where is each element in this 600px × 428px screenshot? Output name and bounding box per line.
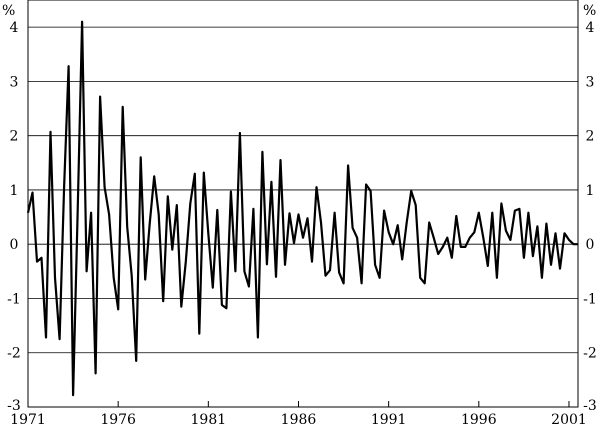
right-unit-label: %	[583, 3, 596, 19]
right-y-axis-labels: 4 3 2 1 0 -1 -2 -3	[583, 20, 597, 414]
x-axis-ticks	[27, 401, 570, 407]
y-tick-label-right: 0	[586, 237, 595, 253]
y-tick-label-left: -3	[7, 398, 21, 414]
x-tick-label: 1981	[191, 412, 227, 428]
x-tick-label: 1991	[371, 412, 407, 428]
y-tick-label-left: 0	[10, 237, 19, 253]
series-line	[26, 20, 578, 397]
y-tick-label-left: 4	[10, 20, 19, 36]
x-tick-label: 1986	[281, 412, 317, 428]
left-unit-label: %	[2, 3, 15, 19]
y-tick-label-left: -2	[7, 346, 21, 362]
x-tick-label: 1971	[10, 412, 46, 428]
y-tick-label-right: 4	[586, 20, 595, 36]
left-y-axis-labels: 4 3 2 1 0 -1 -2 -3	[7, 20, 21, 414]
gridlines	[28, 26, 578, 354]
y-tick-label-left: -1	[7, 291, 21, 307]
y-tick-label-left: 1	[10, 183, 19, 199]
x-axis-labels: 1971 1976 1981 1986 1991 1996 2001	[10, 412, 587, 428]
y-tick-label-right: -2	[583, 346, 597, 362]
y-tick-label-right: 2	[586, 129, 595, 145]
x-tick-label: 2001	[551, 412, 587, 428]
plot-frame	[27, 0, 579, 408]
x-tick-label: 1976	[100, 412, 136, 428]
x-tick-label: 1996	[461, 412, 497, 428]
y-tick-label-right: -1	[583, 291, 597, 307]
y-tick-label-right: 3	[586, 74, 595, 90]
y-tick-label-left: 2	[10, 129, 19, 145]
y-tick-label-right: -3	[583, 398, 597, 414]
y-tick-label-left: 3	[10, 74, 19, 90]
y-tick-label-right: 1	[586, 183, 595, 199]
